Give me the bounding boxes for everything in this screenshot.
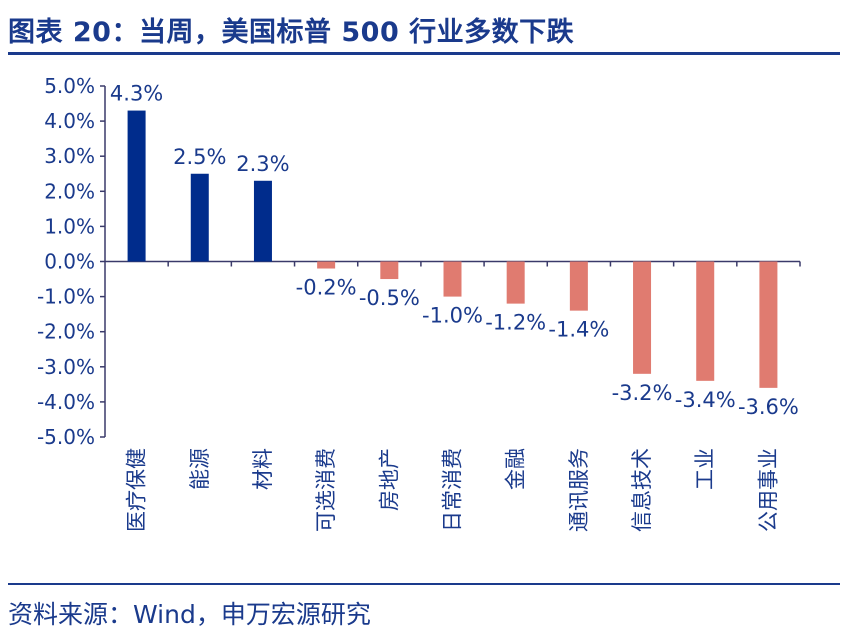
category-label: 工业	[693, 448, 717, 490]
category-label: 房地产	[377, 448, 401, 511]
data-label: -3.6%	[738, 395, 799, 419]
source-note: 资料来源：Wind，申万宏源研究	[8, 600, 371, 629]
footer-divider	[8, 583, 840, 585]
bar	[127, 110, 146, 262]
y-tick-label: 5.0%	[44, 74, 95, 98]
category-label: 可选消费	[314, 448, 338, 532]
bar	[506, 261, 525, 304]
category-label: 通讯服务	[567, 448, 591, 532]
y-tick-label: -1.0%	[37, 285, 95, 309]
bar-chart: 5.0% 4.0% 3.0% 2.0% 1.0% 0.0% -1.0% -2.0% -3.0% -…	[37, 74, 801, 532]
y-tick-label: -2.0%	[37, 320, 95, 344]
y-tick-label: -4.0%	[37, 390, 95, 414]
bar	[380, 261, 399, 280]
bar	[317, 261, 336, 269]
y-tick-label: 1.0%	[44, 214, 95, 238]
data-label: 4.3%	[110, 82, 163, 106]
bar	[696, 261, 715, 381]
bar	[443, 261, 462, 297]
data-label: -0.5%	[359, 286, 420, 310]
y-tick-label: -3.0%	[37, 355, 95, 379]
bar	[190, 173, 209, 262]
category-label: 医疗保健	[125, 448, 149, 532]
data-label: -3.4%	[675, 388, 736, 412]
category-label: 公用事业	[756, 448, 780, 532]
y-tick-label: 0.0%	[44, 250, 95, 274]
category-label: 金融	[504, 448, 528, 490]
bar	[759, 261, 778, 388]
data-label: 2.5%	[173, 145, 226, 169]
category-label: 信息技术	[630, 448, 654, 532]
category-label: 能源	[188, 448, 212, 490]
data-label: 2.3%	[236, 152, 289, 176]
data-label: -1.2%	[485, 311, 546, 335]
data-label: -0.2%	[296, 276, 357, 300]
y-tick-label: 2.0%	[44, 179, 95, 203]
data-label: -1.4%	[548, 318, 609, 342]
chart-title: 图表 20：当周，美国标普 500 行业多数下跌	[8, 17, 575, 48]
data-label: -1.0%	[422, 304, 483, 328]
data-label: -3.2%	[612, 381, 673, 405]
y-tick-label: -5.0%	[37, 425, 95, 449]
bar	[633, 261, 652, 374]
bar	[253, 180, 272, 262]
title-divider	[8, 52, 840, 55]
category-label: 日常消费	[441, 448, 465, 532]
bar	[569, 261, 588, 311]
y-tick-label: 3.0%	[44, 144, 95, 168]
y-tick-label: 4.0%	[44, 109, 95, 133]
category-label: 材料	[251, 448, 275, 490]
